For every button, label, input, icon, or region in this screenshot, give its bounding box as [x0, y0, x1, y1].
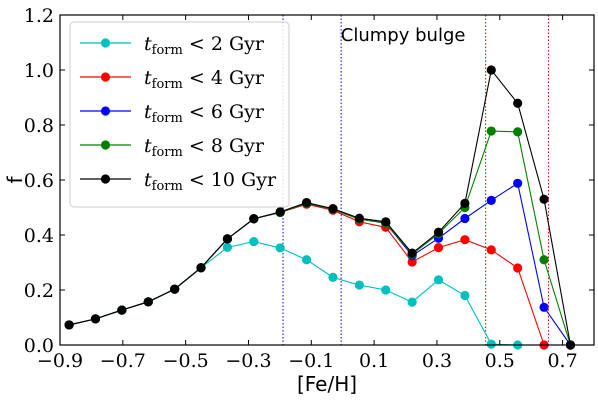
legend-label: tform < 2 Gyr	[144, 33, 265, 58]
series-5-point	[90, 314, 101, 324]
legend-item-3: tform < 6 Gyr	[80, 101, 265, 126]
legend-item-4: tform < 8 Gyr	[80, 135, 265, 160]
series-1	[64, 237, 576, 350]
series-3-point	[513, 178, 523, 188]
y-tick-label: 1.0	[24, 60, 54, 82]
y-tick-label: 0.2	[24, 280, 54, 302]
series-1-point	[433, 275, 444, 285]
legend-item-5: tform < 10 Gyr	[80, 169, 277, 194]
series-5	[64, 65, 576, 350]
series-5-point	[117, 305, 127, 315]
legend-marker	[100, 106, 111, 116]
series-5-point	[407, 248, 417, 258]
series-1-point	[275, 243, 285, 253]
x-tick-label: −0.5	[163, 350, 209, 372]
legend-marker	[100, 72, 111, 82]
legend-item-2: tform < 4 Gyr	[80, 67, 265, 92]
legend-marker	[100, 140, 111, 150]
legend: tform < 2 Gyr tform < 4 Gyr tform < 6 Gyr t…	[69, 21, 290, 208]
series-2-point	[460, 235, 470, 245]
series-line-2	[68, 203, 571, 346]
series-2-point	[513, 263, 523, 273]
x-tick-label: −0.7	[100, 350, 146, 372]
y-tick-label: 0.4	[24, 225, 54, 247]
series-5-point	[170, 284, 180, 294]
series-5-point	[64, 320, 74, 330]
series-1-point	[381, 285, 391, 295]
series-line-5	[68, 68, 571, 346]
legend-label: tform < 4 Gyr	[144, 67, 265, 92]
series-2-point	[486, 245, 496, 255]
legend-box	[69, 21, 290, 208]
x-tick-label: −0.9	[37, 350, 83, 372]
legend-label: tform < 6 Gyr	[144, 101, 265, 126]
series-5-point	[486, 65, 496, 75]
series-5-point	[275, 207, 285, 217]
reference-lines	[282, 15, 549, 345]
legend-marker	[100, 174, 111, 184]
series-1-point	[460, 290, 470, 301]
series-2	[64, 199, 576, 350]
series-4-point	[513, 127, 523, 137]
y-tick-label: 0.8	[24, 115, 54, 137]
series-3-point	[460, 213, 470, 224]
series-layer	[64, 65, 576, 350]
series-5-point	[381, 217, 391, 227]
series-5-point	[460, 198, 470, 208]
annotation-clumpy-bulge: Clumpy bulge	[341, 25, 466, 46]
legend-label: tform < 8 Gyr	[144, 135, 265, 160]
series-4-point	[539, 255, 549, 265]
x-tick-label: 0.1	[359, 350, 389, 372]
axis-ticks: −0.9 −0.7 −0.5 −0.3 −0.1 0.1 0.3 0.5 0.7 0.0 0.2 0.…	[24, 5, 594, 372]
x-tick-label: −0.3	[225, 350, 271, 372]
series-5-point	[433, 227, 444, 237]
series-5-point	[328, 204, 338, 214]
y-tick-label: 1.2	[24, 5, 54, 27]
series-5-point	[354, 213, 364, 223]
series-4-point	[486, 126, 496, 136]
series-1-point	[407, 297, 417, 307]
series-2-point	[433, 243, 444, 253]
series-5-point	[513, 98, 523, 108]
y-axis-label: f	[3, 176, 27, 184]
series-1-point	[354, 280, 364, 290]
series-2-point	[407, 257, 417, 267]
legend-marker	[100, 38, 111, 48]
x-tick-label: 0.5	[485, 350, 515, 372]
series-5-point	[222, 234, 233, 244]
series-5-point	[196, 263, 206, 273]
series-5-point	[143, 297, 153, 307]
series-1-point	[249, 237, 259, 247]
x-axis-label: [Fe/H]	[297, 372, 357, 396]
series-3-point	[539, 302, 549, 312]
x-tick-label: 0.3	[422, 350, 452, 372]
y-tick-label: 0.0	[24, 335, 54, 357]
legend-label: tform < 10 Gyr	[144, 169, 277, 194]
series-5-point	[301, 197, 312, 208]
series-line-1	[68, 241, 571, 346]
series-5-point	[539, 194, 549, 204]
series-1-point	[301, 255, 312, 265]
series-5-point	[249, 214, 259, 224]
legend-item-1: tform < 2 Gyr	[80, 33, 265, 58]
series-3-point	[486, 195, 496, 205]
series-1-point	[486, 339, 496, 349]
x-tick-label: 0.7	[547, 350, 577, 372]
series-1-point	[328, 272, 338, 282]
x-tick-label: −0.1	[288, 350, 334, 372]
series-1-point	[222, 242, 233, 252]
y-tick-label: 0.6	[24, 170, 54, 192]
